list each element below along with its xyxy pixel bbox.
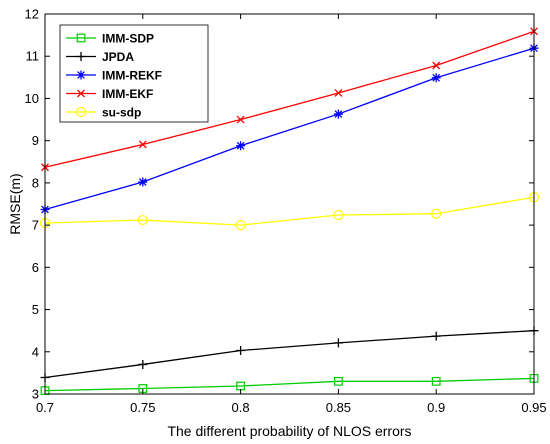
series-line-jpda (44, 330, 535, 379)
x-tick-label: 0.7 (36, 400, 54, 415)
legend: IMM-SDP JPDA IMM-REKF IMM-EKF su-sdp (59, 24, 209, 123)
data-point-su-sdp (235, 220, 246, 231)
data-point-imm-rekf (431, 73, 441, 83)
y-tick-label: 11 (26, 49, 40, 64)
y-tick-label: 5 (32, 302, 39, 317)
data-point-imm-rekf (236, 141, 246, 151)
x-tick-label: 0.8 (232, 400, 250, 415)
data-point-jpda (236, 346, 246, 356)
series-layer (39, 27, 540, 396)
series-line-su-sdp (44, 196, 535, 226)
y-tick-label: 8 (32, 175, 39, 190)
series-line-imm-rekf (44, 47, 535, 211)
series-line-imm-ekf (44, 30, 535, 168)
legend-swatch-marker (75, 106, 87, 118)
legend-label: IMM-EKF (102, 87, 153, 101)
y-axis-ticks: 3 4 5 6 7 8 9 10 11 12 (25, 7, 534, 402)
legend-item-su-sdp: su-sdp (66, 106, 141, 120)
data-point-imm-sdp (431, 376, 441, 386)
legend-item-imm-ekf: IMM-EKF (66, 87, 153, 101)
legend-swatch-marker (77, 89, 85, 98)
x-tick-label: 0.85 (326, 400, 351, 415)
x-tick-label: 0.9 (427, 400, 445, 415)
series-line-imm-sdp (44, 377, 535, 392)
data-point-jpda (333, 338, 343, 348)
x-axis-ticks: 0.7 0.75 0.8 0.85 0.9 0.95 (36, 14, 547, 415)
plot-frame (44, 13, 535, 395)
data-point-su-sdp (431, 208, 442, 219)
legend-label: IMM-SDP (102, 32, 154, 46)
data-point-jpda (138, 359, 148, 369)
data-point-imm-ekf (432, 61, 441, 70)
y-tick-label: 3 (32, 387, 39, 402)
data-point-imm-ekf (236, 115, 245, 124)
y-tick-label: 9 (32, 133, 39, 148)
y-tick-label: 10 (25, 91, 39, 106)
data-point-imm-ekf (138, 140, 147, 149)
data-point-imm-rekf (333, 109, 343, 119)
series-imm-ekf (41, 27, 538, 172)
data-point-imm-rekf (138, 177, 148, 187)
y-axis-label: RMSE(m) (7, 173, 23, 234)
legend-items: IMM-SDP JPDA IMM-REKF IMM-EKF su-sdp (66, 32, 162, 120)
x-tick-label: 0.95 (521, 400, 546, 415)
data-point-jpda (431, 331, 441, 341)
legend-item-imm-rekf: IMM-REKF (66, 69, 162, 83)
data-point-imm-ekf (334, 88, 343, 97)
y-tick-label: 4 (32, 344, 39, 359)
data-point-su-sdp (137, 214, 148, 226)
legend-label: IMM-REKF (102, 69, 162, 83)
legend-label: su-sdp (102, 106, 141, 120)
x-axis-label: The different probability of NLOS errors (167, 423, 411, 439)
data-point-su-sdp (333, 209, 344, 221)
legend-swatch-marker (76, 52, 86, 61)
legend-swatch-marker (76, 33, 86, 43)
data-point-imm-sdp (334, 376, 343, 386)
y-tick-label: 12 (25, 7, 39, 22)
legend-label: JPDA (102, 50, 134, 64)
legend-item-imm-sdp: IMM-SDP (66, 32, 154, 46)
y-tick-label: 6 (32, 260, 39, 275)
x-tick-label: 0.75 (130, 400, 155, 415)
legend-swatch-marker (76, 70, 86, 80)
y-tick-label: 7 (32, 218, 39, 233)
legend-item-jpda: JPDA (66, 50, 134, 64)
